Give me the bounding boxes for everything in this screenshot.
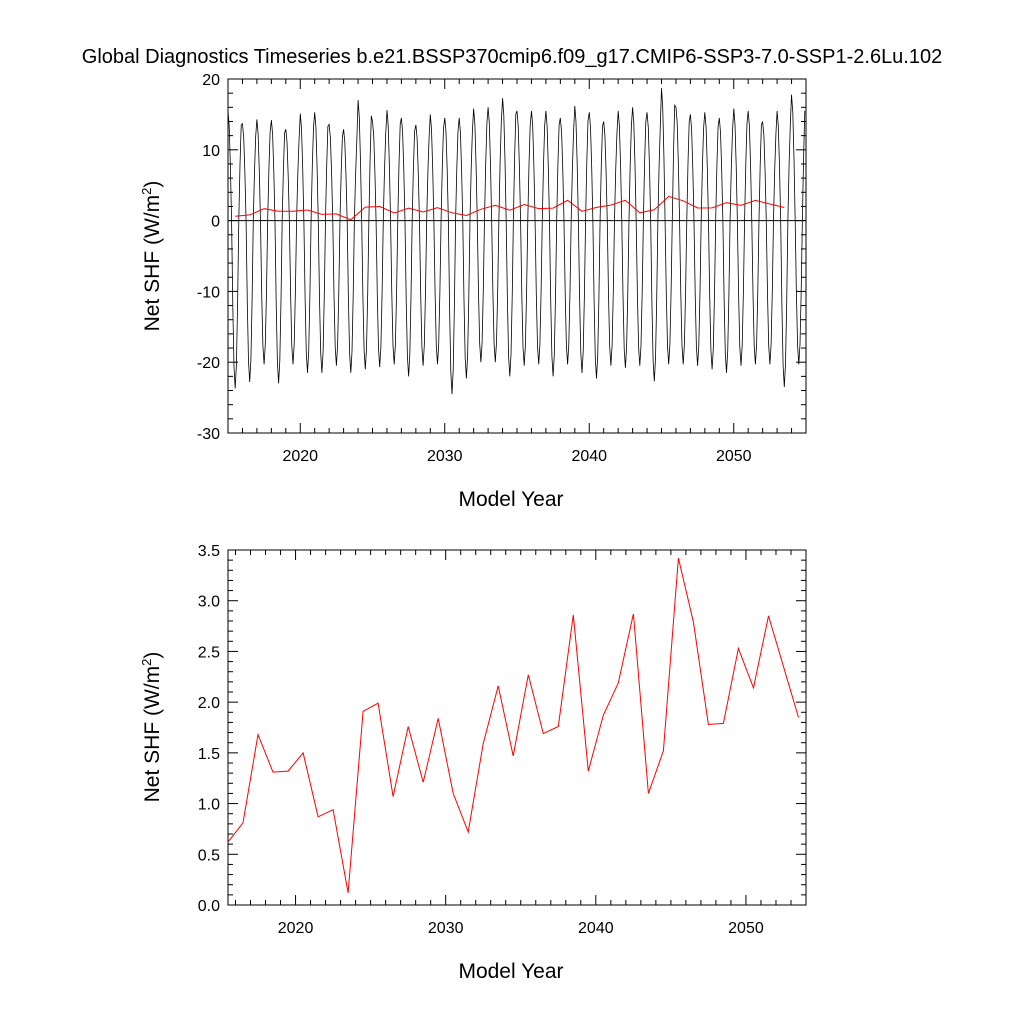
y-tick-label: 0.5	[198, 847, 220, 864]
tick-marks	[228, 549, 807, 906]
y-axis-label-close: )	[141, 652, 164, 659]
x-tick-label: 2030	[428, 920, 464, 937]
y-tick-label: 1.0	[198, 797, 220, 814]
series-line-annual-mean	[235, 195, 785, 221]
x-axis-label: Model Year	[458, 960, 563, 983]
x-tick-label: 2040	[578, 920, 614, 937]
y-tick-label: 0	[211, 214, 220, 231]
y-tick-labels: 0.0 0.5 1.0 1.5 2.0 2.5 3.0 3.5	[198, 543, 220, 915]
panel-top: -30 -20 -10 0 10 20 2020 2030 2040 2050 Model Ye…	[139, 72, 807, 511]
y-tick-label: -10	[197, 284, 220, 301]
y-tick-labels: -30 -20 -10 0 10 20	[197, 72, 220, 443]
x-tick-label: 2040	[571, 448, 607, 465]
y-tick-label: 20	[202, 72, 220, 89]
x-tick-label: 2020	[282, 448, 318, 465]
y-axis-label-superscript: 2	[139, 188, 154, 195]
y-tick-label: 1.5	[198, 746, 220, 763]
y-axis-label-main: Net SHF (W/m	[141, 195, 164, 332]
y-tick-label: 3.5	[198, 543, 220, 560]
chart-title: Global Diagnostics Timeseries b.e21.BSSP…	[82, 46, 942, 68]
y-tick-label: -20	[197, 355, 220, 372]
y-axis-label: Net SHF (W/m2)	[139, 181, 164, 332]
y-tick-label: -30	[197, 426, 220, 443]
y-axis-label: Net SHF (W/m2)	[139, 652, 164, 803]
series-line-annual-mean	[227, 557, 799, 893]
y-tick-label: 2.0	[198, 695, 220, 712]
x-tick-labels: 2020 2030 2040 2050	[282, 448, 751, 465]
plot-frame	[227, 549, 807, 906]
panel-bottom: 0.0 0.5 1.0 1.5 2.0 2.5 3.0 3.5 2020 2030 2040 205…	[139, 543, 807, 983]
x-tick-label: 2050	[728, 920, 764, 937]
y-tick-label: 2.5	[198, 644, 220, 661]
y-tick-label: 10	[202, 143, 220, 160]
x-tick-labels: 2020 2030 2040 2050	[278, 920, 764, 937]
y-tick-label: 0.0	[198, 898, 220, 915]
y-axis-label-main: Net SHF (W/m	[141, 666, 164, 803]
series-line-monthly	[227, 88, 806, 395]
y-axis-label-close: )	[141, 181, 164, 188]
x-axis-label: Model Year	[458, 488, 563, 511]
tick-marks	[227, 78, 807, 434]
y-axis-label-superscript: 2	[139, 659, 154, 666]
plot-frame	[227, 78, 807, 434]
x-tick-label: 2050	[716, 448, 752, 465]
x-tick-label: 2020	[278, 920, 314, 937]
x-tick-label: 2030	[427, 448, 463, 465]
y-tick-label: 3.0	[198, 594, 220, 611]
